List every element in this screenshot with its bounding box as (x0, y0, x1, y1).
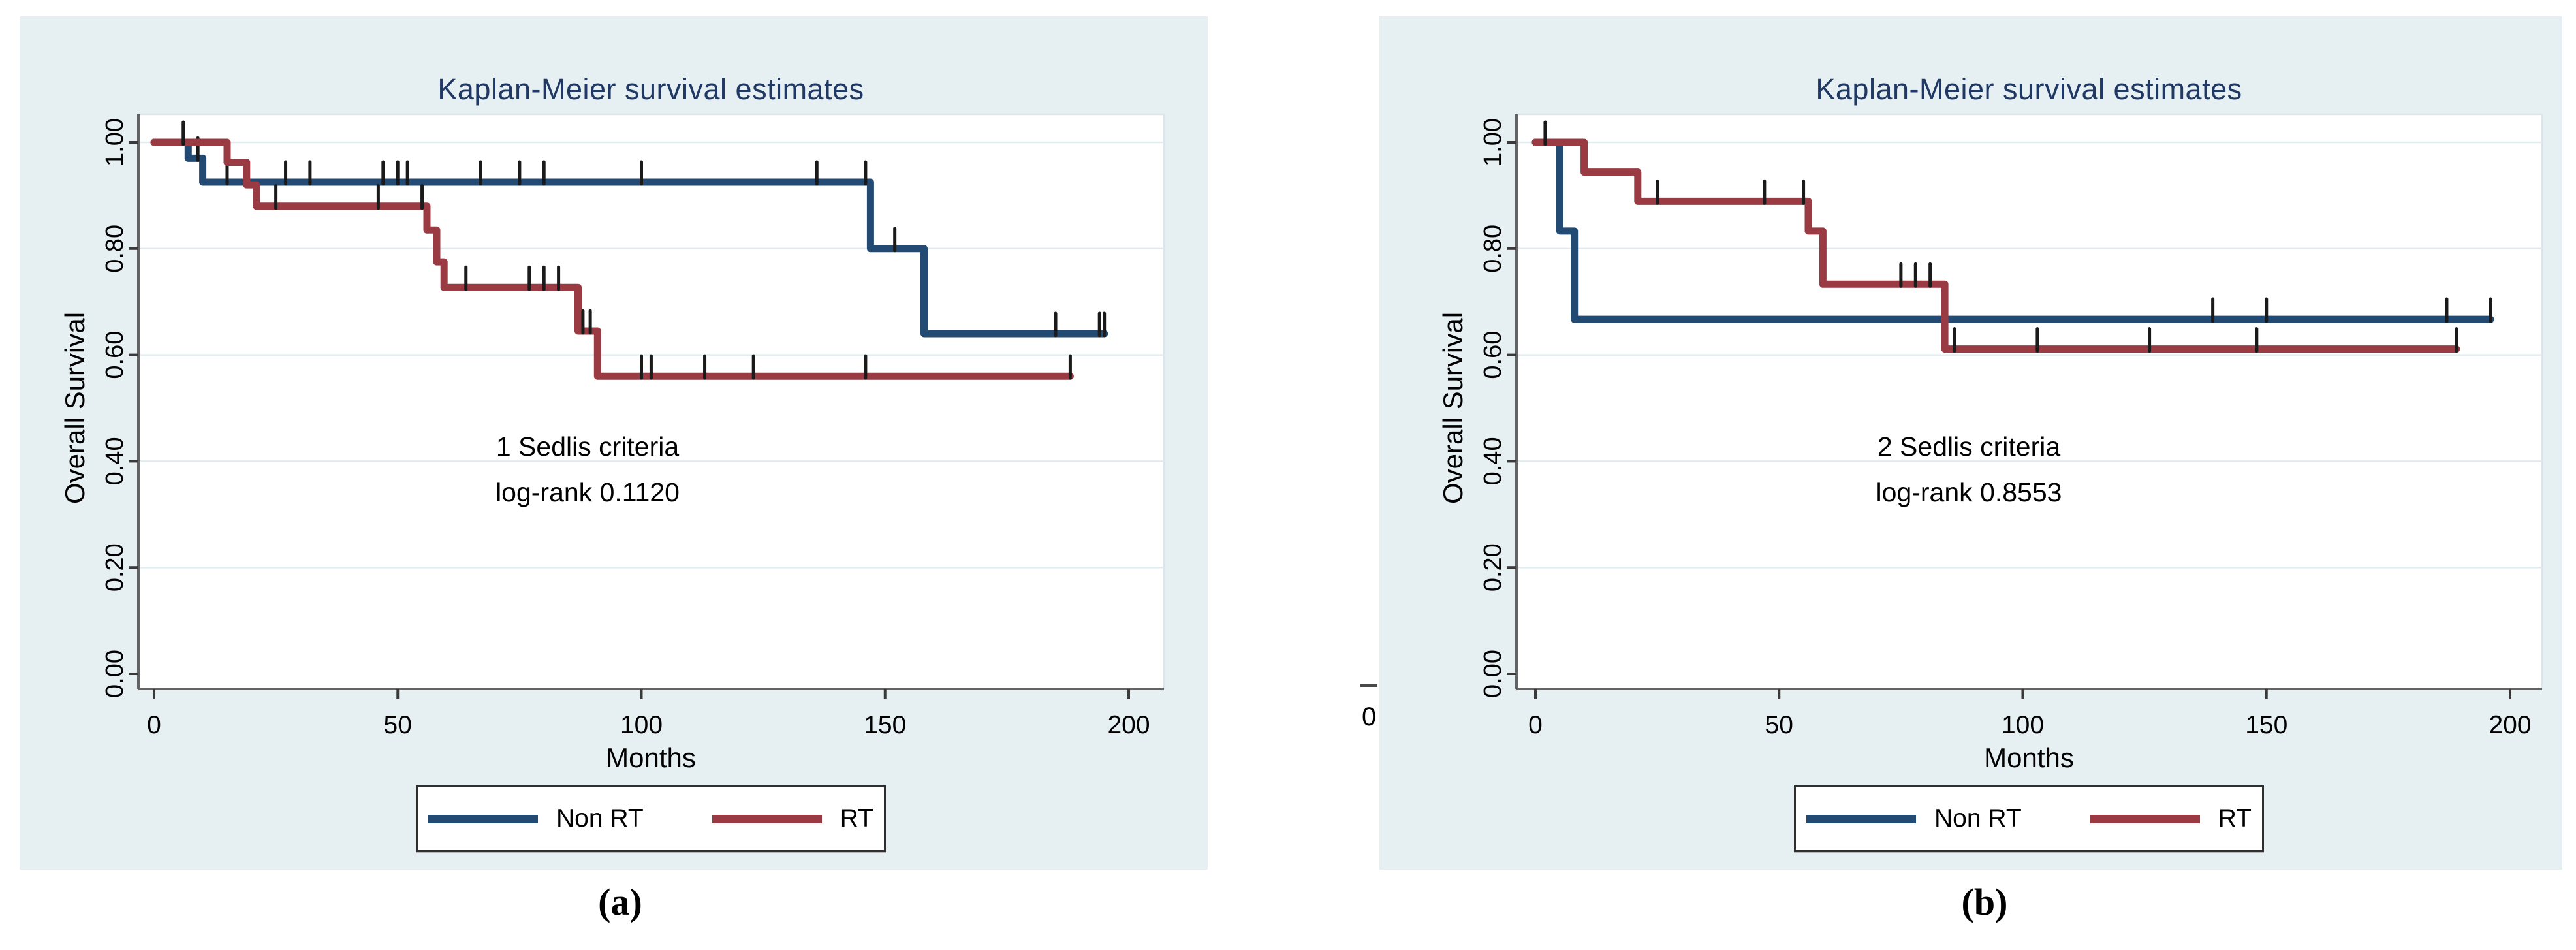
km-plot-b: 1.00 0.80 0.60 0.40 0.20 0.00 0 50 100 150 200 (1479, 113, 2543, 739)
svg-text:0.80: 0.80 (1479, 225, 1507, 273)
svg-text:1.00: 1.00 (1479, 118, 1507, 166)
annotation-line1: 1 Sedlis criteria (495, 432, 680, 462)
svg-text:0.40: 0.40 (1479, 437, 1507, 485)
svg-text:150: 150 (864, 711, 906, 739)
stray-tick-icon (1360, 684, 1377, 687)
svg-text:150: 150 (2245, 711, 2287, 739)
x-axis-title: Months (606, 742, 696, 773)
nonrt-line-swatch (428, 814, 539, 823)
svg-text:0.60: 0.60 (1479, 331, 1507, 379)
y-axis-title: Overall Survival (1437, 311, 1468, 505)
svg-text:0.20: 0.20 (101, 543, 129, 592)
nonrt-line-swatch (1806, 814, 1917, 823)
rt-line-swatch (2090, 814, 2200, 823)
x-axis-title: Months (1984, 742, 2074, 773)
annotation-line2: log-rank 0.1120 (495, 477, 680, 507)
svg-text:50: 50 (384, 711, 412, 739)
stray-axis-fragment: 0 (1360, 684, 1400, 732)
y-axis-title: Overall Survival (59, 311, 90, 505)
svg-text:200: 200 (2489, 711, 2531, 739)
km-panel-a: 1.00 0.80 0.60 0.40 0.20 0.00 0 50 100 150 200 Kap… (20, 16, 1208, 870)
legend: Non RT RT (416, 785, 886, 852)
chart-title: Kaplan-Meier survival estimates (437, 72, 864, 106)
svg-text:0.00: 0.00 (1479, 650, 1507, 698)
legend-label-nonrt: Non RT (556, 804, 644, 832)
legend: Non RT RT (1794, 785, 2264, 852)
annotation: 1 Sedlis criteria log-rank 0.1120 (379, 424, 796, 515)
rt-line-swatch (712, 814, 822, 823)
svg-text:0.00: 0.00 (101, 650, 129, 698)
svg-text:50: 50 (1765, 711, 1793, 739)
annotation-line1: 2 Sedlis criteria (1877, 432, 2061, 462)
caption-b: (b) (1961, 881, 2008, 923)
svg-text:0: 0 (147, 711, 161, 739)
legend-label-rt: RT (840, 804, 873, 832)
stray-tick-label: 0 (1362, 703, 1377, 731)
svg-text:0: 0 (1528, 711, 1543, 739)
km-panel-b: 1.00 0.80 0.60 0.40 0.20 0.00 0 50 100 150 200 Kap… (1379, 16, 2562, 870)
km-plot-a: 1.00 0.80 0.60 0.40 0.20 0.00 0 50 100 150 200 (101, 113, 1165, 739)
caption-a: (a) (598, 881, 642, 923)
svg-text:0.60: 0.60 (101, 331, 129, 379)
svg-text:0.80: 0.80 (101, 225, 129, 273)
annotation: 2 Sedlis criteria log-rank 0.8553 (1760, 424, 2178, 515)
svg-text:100: 100 (2002, 711, 2044, 739)
svg-text:1.00: 1.00 (101, 118, 129, 166)
svg-text:100: 100 (620, 711, 663, 739)
annotation-line2: log-rank 0.8553 (1876, 477, 2062, 507)
svg-text:0.20: 0.20 (1479, 543, 1507, 592)
svg-text:200: 200 (1107, 711, 1150, 739)
legend-label-nonrt: Non RT (1934, 804, 2022, 832)
chart-title: Kaplan-Meier survival estimates (1815, 72, 2242, 106)
svg-text:0.40: 0.40 (101, 437, 129, 485)
legend-label-rt: RT (2218, 804, 2252, 832)
